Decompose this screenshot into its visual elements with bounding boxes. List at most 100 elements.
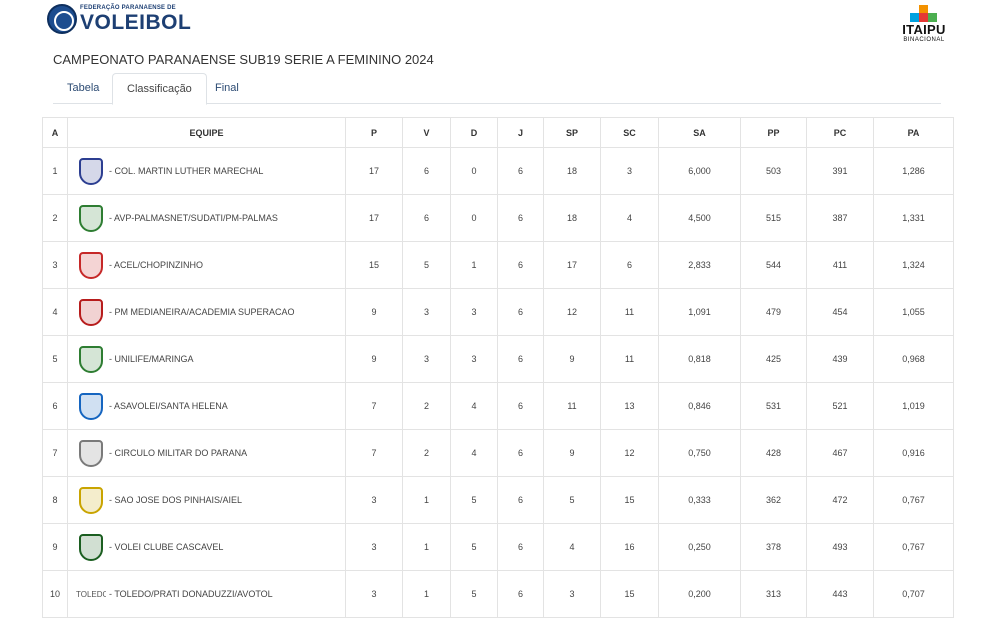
team-name: - SAO JOSE DOS PINHAIS/AIEL: [109, 495, 243, 505]
column-header-points[interactable]: P: [345, 117, 403, 148]
cascavel-shield-icon: [76, 532, 106, 562]
column-header-points-lost[interactable]: PC: [806, 117, 874, 148]
sponsor-name: ITAIPU: [902, 22, 946, 37]
table-row: 9 3 3 6 12 11 1,091 479 454 1,055: [345, 288, 954, 336]
table-row: 17 6 0 6 18 3 6,000 503 391 1,286: [345, 147, 954, 195]
stat-cell-points: 15: [345, 241, 403, 289]
column-header-set-average[interactable]: SA: [658, 117, 741, 148]
stat-cell-points-won: 378: [740, 523, 807, 571]
position-cell: 2: [42, 194, 68, 242]
table-row: 5 - UNILIFE/MARINGA: [42, 335, 346, 383]
stat-cell-sets-lost: 4: [600, 194, 659, 242]
logo-alt-text: TOLEDO: [76, 589, 106, 599]
stat-cell-set-average: 1,091: [658, 288, 741, 336]
stat-cell-points-won: 503: [740, 147, 807, 195]
column-header-games[interactable]: J: [497, 117, 544, 148]
stat-cell-wins: 2: [402, 382, 451, 430]
stat-cell-points-won: 425: [740, 335, 807, 383]
tab-tabela[interactable]: Tabela: [67, 82, 100, 94]
column-header-sets-lost[interactable]: SC: [600, 117, 659, 148]
stat-cell-points-won: 515: [740, 194, 807, 242]
stat-cell-games: 6: [497, 570, 544, 618]
team-cell: - UNILIFE/MARINGA: [67, 335, 346, 383]
position-cell: 3: [42, 241, 68, 289]
stat-cell-set-average: 0,250: [658, 523, 741, 571]
column-header-sets-won[interactable]: SP: [543, 117, 601, 148]
stat-cell-points: 7: [345, 382, 403, 430]
stat-cell-points: 17: [345, 147, 403, 195]
page-title: CAMPEONATO PARANAENSE SUB19 SERIE A FEMI…: [53, 52, 434, 67]
stat-cell-sets-lost: 15: [600, 476, 659, 524]
position-cell: 6: [42, 382, 68, 430]
team-cell: - COL. MARTIN LUTHER MARECHAL: [67, 147, 346, 195]
stat-cell-sets-won: 18: [543, 194, 601, 242]
stat-cell-games: 6: [497, 335, 544, 383]
table-row: 6 - ASAVOLEI/SANTA HELENA: [42, 382, 346, 430]
column-header-losses[interactable]: D: [450, 117, 498, 148]
column-header-points-won[interactable]: PP: [740, 117, 807, 148]
team-name: - ACEL/CHOPINZINHO: [109, 260, 204, 270]
table-row: 15 5 1 6 17 6 2,833 544 411 1,324: [345, 241, 954, 289]
stat-cell-set-average: 2,833: [658, 241, 741, 289]
table-row: 3 1 5 6 5 15 0,333 362 472 0,767: [345, 476, 954, 524]
stat-cell-games: 6: [497, 476, 544, 524]
stat-cell-points-average: 0,767: [873, 523, 954, 571]
stat-cell-wins: 5: [402, 241, 451, 289]
stat-cell-sets-lost: 3: [600, 147, 659, 195]
stat-cell-points: 9: [345, 288, 403, 336]
stat-cell-points-average: 0,767: [873, 476, 954, 524]
team-cell: - SAO JOSE DOS PINHAIS/AIEL: [67, 476, 346, 524]
stat-cell-sets-won: 12: [543, 288, 601, 336]
stat-cell-set-average: 0,818: [658, 335, 741, 383]
table-row: 8 - SAO JOSE DOS PINHAIS/AIEL: [42, 476, 346, 524]
tab-classificacao[interactable]: Classificação: [112, 73, 207, 105]
sponsor-subtitle: BINACIONAL: [903, 37, 945, 43]
stat-cell-points-lost: 387: [806, 194, 874, 242]
stat-cell-sets-won: 4: [543, 523, 601, 571]
fpv-wordmark: FEDERAÇÃO PARANAENSE DE VOLEIBOL: [80, 5, 191, 33]
stat-cell-games: 6: [497, 523, 544, 571]
stat-cell-points-average: 1,286: [873, 147, 954, 195]
table-row: 1 - COL. MARTIN LUTHER MARECHAL: [42, 147, 346, 195]
stat-cell-set-average: 0,333: [658, 476, 741, 524]
stat-cell-sets-won: 3: [543, 570, 601, 618]
team-cell: - CIRCULO MILITAR DO PARANA: [67, 429, 346, 477]
stat-cell-sets-won: 18: [543, 147, 601, 195]
table-row: 7 - CIRCULO MILITAR DO PARANA: [42, 429, 346, 477]
stat-cell-sets-lost: 11: [600, 335, 659, 383]
stat-cell-points-won: 362: [740, 476, 807, 524]
stat-cell-points-lost: 472: [806, 476, 874, 524]
stat-cell-points: 17: [345, 194, 403, 242]
team-name: - ASAVOLEI/SANTA HELENA: [109, 401, 228, 411]
sponsor-logo: ITAIPU BINACIONAL: [898, 5, 950, 44]
team-cell: - AVP-PALMASNET/SUDATI/PM-PALMAS: [67, 194, 346, 242]
stat-cell-points-average: 0,916: [873, 429, 954, 477]
table-row: 7 2 4 6 11 13 0,846 531 521 1,019: [345, 382, 954, 430]
column-header-wins[interactable]: V: [402, 117, 451, 148]
stat-cell-wins: 3: [402, 288, 451, 336]
column-header-team[interactable]: EQUIPE: [67, 117, 346, 148]
table-row: 3 1 5 6 3 15 0,200 313 443 0,707: [345, 570, 954, 618]
stat-cell-points-average: 0,707: [873, 570, 954, 618]
stat-cell-sets-lost: 16: [600, 523, 659, 571]
column-header-position[interactable]: A: [42, 117, 68, 148]
stat-cell-sets-lost: 12: [600, 429, 659, 477]
table-row: 3 1 5 6 4 16 0,250 378 493 0,767: [345, 523, 954, 571]
table-row: 3 - ACEL/CHOPINZINHO: [42, 241, 346, 289]
table-row: 7 2 4 6 9 12 0,750 428 467 0,916: [345, 429, 954, 477]
stat-cell-losses: 5: [450, 523, 498, 571]
stat-cell-wins: 3: [402, 335, 451, 383]
column-header-points-average[interactable]: PA: [873, 117, 954, 148]
position-cell: 4: [42, 288, 68, 336]
tab-final[interactable]: Final: [215, 82, 239, 94]
stat-cell-points-average: 1,055: [873, 288, 954, 336]
team-name: - COL. MARTIN LUTHER MARECHAL: [109, 166, 264, 176]
stat-cell-sets-won: 17: [543, 241, 601, 289]
stat-cell-points-won: 428: [740, 429, 807, 477]
team-name: - TOLEDO/PRATI DONADUZZI/AVOTOL: [109, 589, 273, 599]
stat-cell-points: 9: [345, 335, 403, 383]
stat-cell-games: 6: [497, 147, 544, 195]
team-cell: - ACEL/CHOPINZINHO: [67, 241, 346, 289]
fpv-logo[interactable]: FEDERAÇÃO PARANAENSE DE VOLEIBOL: [47, 4, 191, 34]
stat-cell-points-lost: 391: [806, 147, 874, 195]
